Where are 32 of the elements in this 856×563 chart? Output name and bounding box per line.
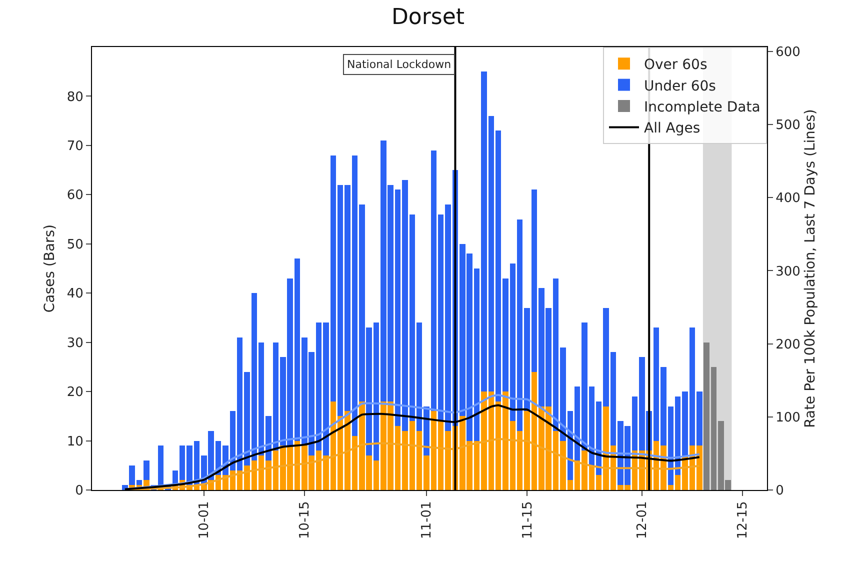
x-tick-label: 12-01 xyxy=(635,501,650,539)
y2-axis-title: Rate Per 100k Population, Last 7 Days (Lines) xyxy=(802,109,818,428)
x-tick-label: 10-01 xyxy=(197,501,212,539)
y-tick-label: 20 xyxy=(66,385,84,400)
legend-label: All Ages xyxy=(644,120,700,137)
y-axis-title: Cases (Bars) xyxy=(42,224,58,313)
x-tick-label: 12-15 xyxy=(736,501,751,539)
x-tick-label: 10-15 xyxy=(298,501,313,539)
y-tick-label: 60 xyxy=(66,188,84,204)
y2-tick-label: 600 xyxy=(776,44,800,60)
x-tick-label: 11-01 xyxy=(420,501,435,539)
y2-tick-label: 200 xyxy=(776,337,800,352)
bar xyxy=(158,446,164,486)
y2-tick-label: 100 xyxy=(776,410,800,426)
bar xyxy=(144,460,150,480)
chart-title: Dorset xyxy=(391,4,465,30)
y-tick-label: 40 xyxy=(66,286,84,302)
ref-line-label: National Lockdown xyxy=(347,58,452,71)
x-tick-label: 11-15 xyxy=(520,501,536,539)
y-tick-label: 0 xyxy=(75,484,84,499)
legend-label: Under 60s xyxy=(644,78,716,94)
legend-label: Incomplete Data xyxy=(644,99,760,116)
y-tick-label: 30 xyxy=(66,336,84,351)
y-tick-label: 10 xyxy=(66,434,84,450)
y2-tick-label: 300 xyxy=(776,264,800,280)
legend-label: Over 60s xyxy=(644,57,708,74)
y2-tick-label: 400 xyxy=(776,191,800,206)
y2-tick-label: 0 xyxy=(776,484,784,499)
y-tick-label: 70 xyxy=(66,138,84,154)
y2-tick-label: 500 xyxy=(776,118,800,134)
y-tick-label: 80 xyxy=(66,90,84,105)
y-tick-label: 50 xyxy=(66,237,84,252)
